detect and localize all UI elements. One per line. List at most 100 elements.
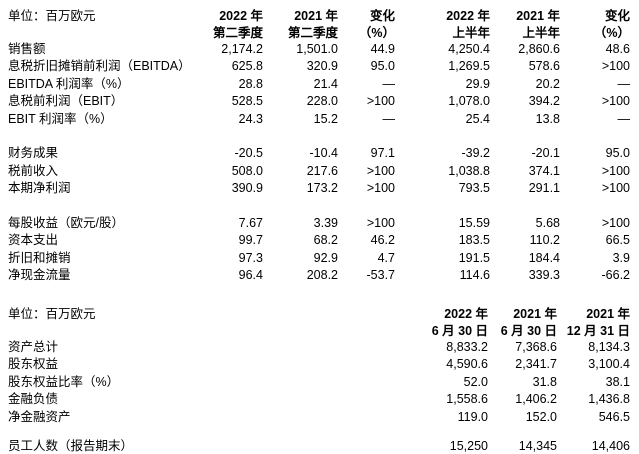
table-row: 本期净利润 390.9 173.2 >100 793.5 291.1 >100 [8,180,630,197]
cell-value: 5.68 [535,215,560,230]
table-row: EBIT 利润率（%） 24.3 15.2 — 25.4 13.8 — [8,111,630,128]
cell-value: 96.4 [238,268,263,283]
column-header-line1: 2022 年 [446,9,490,23]
row-label: 金融负债 [8,392,59,407]
cell-value: 92.9 [313,250,338,265]
row-label: 息税前利润（EBIT） [8,94,124,109]
cell-value: 793.5 [458,181,490,196]
row-label: 折旧和摊销 [8,250,71,265]
cell-value: 21.4 [313,76,338,91]
cell-value: 48.6 [605,42,630,56]
cell-value: 31.8 [532,374,557,389]
cell-value: 15,250 [449,439,488,454]
column-header-line2: 上半年 [452,25,490,40]
cell-value: 1,501.0 [296,42,338,56]
cell-value: 4,590.6 [446,357,488,372]
cell-value: 46.2 [370,233,395,248]
cell-value: 44.9 [370,42,395,56]
cell-value: 110.2 [529,233,560,248]
cell-value: 95.0 [605,146,630,161]
table-row: 折旧和摊销 97.3 92.9 4.7 191.5 184.4 3.9 [8,250,630,267]
cell-value: 20.2 [535,76,560,91]
table-row: 净现金流量 96.4 208.2 -53.7 114.6 339.3 -66.2 [8,267,630,284]
column-header: 2022 年上半年 [395,8,490,41]
table-row: 息税前利润（EBIT） 528.5 228.0 >100 1,078.0 394.2 >10… [8,93,630,110]
table-row: 销售额 2,174.2 1,501.0 44.9 4,250.4 2,860.6 48.6 [8,41,630,58]
cell-value: 291.1 [528,181,560,196]
cell-value: 3.39 [313,215,338,230]
cell-value: 8,833.2 [446,340,488,354]
cell-value: 2,860.6 [518,42,560,56]
cell-value: -66.2 [601,268,631,283]
row-label: 每股收益（欧元/股） [8,215,124,230]
cell-value: 228.0 [306,94,338,109]
cell-value: 1,269.5 [448,59,490,74]
cell-value: 97.1 [370,146,395,161]
cell-value: 38.1 [605,374,630,389]
cell-value: 3,100.4 [588,357,630,372]
row-label: 财务成果 [8,146,59,161]
cell-value: 66.5 [605,233,630,248]
cell-value: 184.4 [528,250,560,265]
column-header: 2021 年 12 月 31 日 [557,306,630,339]
column-header-line2: 12 月 31 日 [566,323,630,338]
cell-value: 25.4 [465,111,490,126]
column-header-line1: 2022 年 [219,9,263,23]
table-row: 税前收入 508.0 217.6 >100 1,038.8 374.1 >100 [8,163,630,180]
table-row: 资本支出 99.7 68.2 46.2 183.5 110.2 66.5 [8,232,630,249]
table-row: 股东权益比率（%） 52.0 31.8 38.1 [8,374,630,391]
column-header-line2: （%） [593,25,630,40]
cell-value: 1,078.0 [448,94,490,109]
cell-value: -53.7 [366,268,396,283]
cell-value: 546.5 [598,409,630,424]
cell-value: 578.6 [528,59,560,74]
cell-value: >100 [366,181,395,196]
cell-value: — [382,111,396,126]
cell-value: 28.8 [238,76,263,91]
cell-value: 2,341.7 [515,357,557,372]
cell-value: 15.2 [313,111,338,126]
row-label: 息税折旧摊销前利润（EBITDA） [8,59,191,74]
cell-value: 394.2 [528,94,560,109]
cell-value: >100 [601,215,630,230]
cell-value: 2,174.2 [221,42,263,56]
cell-value: 7.67 [238,215,263,230]
cell-value: 7,368.6 [515,340,557,354]
column-header: 变化 （%） [560,8,630,41]
cell-value: 217.6 [306,163,338,178]
cell-value: 97.3 [238,250,263,265]
column-header-line1: 变化 [604,9,630,23]
row-label: 资本支出 [8,233,59,248]
cell-value: 374.1 [528,163,560,178]
cell-value: 1,038.8 [448,163,490,178]
column-header-line1: 2022 年 [444,307,488,321]
cell-value: 390.9 [231,181,263,196]
cell-value: 152.0 [525,409,557,424]
cell-value: 625.8 [231,59,263,74]
cell-value: -20.1 [531,146,561,161]
row-label: 股东权益 [8,357,59,372]
table-row: 资产总计 8,833.2 7,368.6 8,134.3 [8,339,630,356]
cell-value: -10.4 [309,146,339,161]
cell-value: 339.3 [528,268,560,283]
cell-value: 52.0 [463,374,488,389]
table-row: 员工人数（报告期末） 15,250 14,345 14,406 [8,438,630,454]
row-label: 员工人数（报告期末） [8,439,134,454]
cell-value: — [382,76,396,91]
column-header-line2: 6 月 30 日 [500,323,557,338]
column-header-line2: 6 月 30 日 [431,323,488,338]
cell-value: 14,406 [591,439,630,454]
cell-value: 4,250.4 [448,42,490,56]
row-label: EBIT 利润率（%） [8,111,113,126]
table-row: 金融负债 1,558.6 1,406.2 1,436.8 [8,391,630,408]
cell-value: -39.2 [461,146,491,161]
row-label: 净金融资产 [8,409,71,424]
unit-label: 单位：百万欧元 [8,9,96,23]
cell-value: 24.3 [238,111,263,126]
row-label: EBITDA 利润率（%） [8,76,130,91]
cell-value: 95.0 [370,59,395,74]
cell-value: 119.0 [457,409,488,424]
column-header: 2021 年 6 月 30 日 [488,306,557,339]
